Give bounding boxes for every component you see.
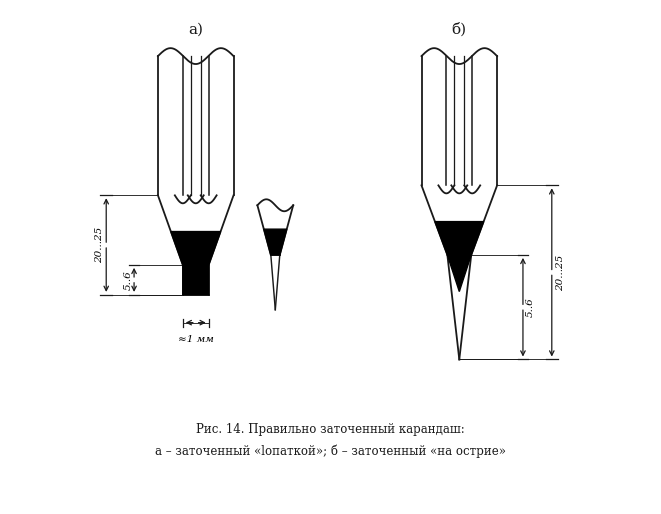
Text: а): а)	[188, 22, 203, 36]
Text: ≈1 мм: ≈1 мм	[178, 335, 214, 343]
Text: 20...25: 20...25	[557, 254, 565, 290]
Text: 5..6: 5..6	[525, 298, 534, 317]
Polygon shape	[171, 231, 221, 295]
Polygon shape	[435, 222, 484, 291]
Text: б): б)	[451, 22, 467, 36]
Text: 20...25: 20...25	[95, 227, 104, 263]
Text: Рис. 14. Правильно заточенный карандаш:: Рис. 14. Правильно заточенный карандаш:	[196, 423, 465, 435]
Text: а – заточенный «lопаткой»; б – заточенный «на острие»: а – заточенный «lопаткой»; б – заточенны…	[155, 444, 506, 457]
Polygon shape	[264, 229, 287, 255]
Text: 5..6: 5..6	[124, 270, 133, 290]
